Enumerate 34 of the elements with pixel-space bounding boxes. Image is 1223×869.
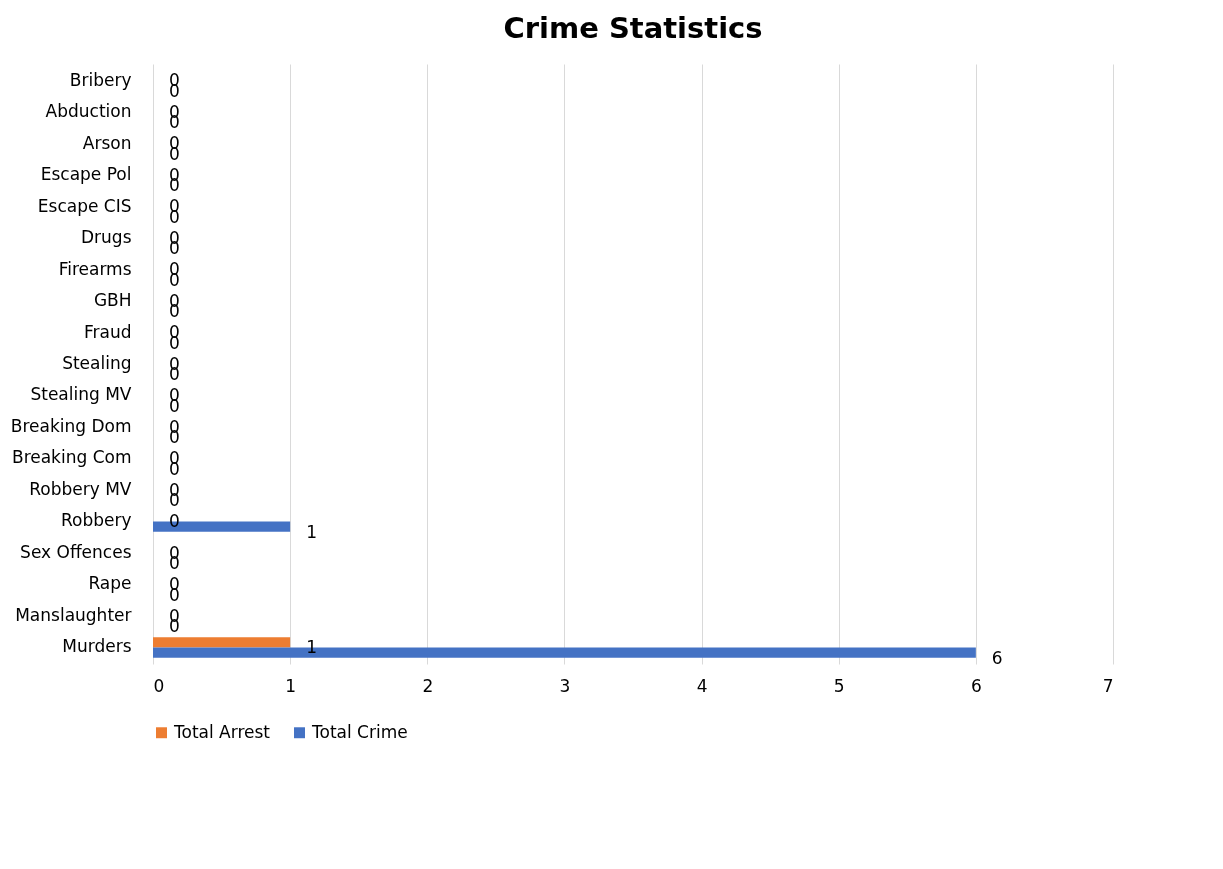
y-tick-label: Escape CIS <box>37 195 132 216</box>
y-tick-label: Firearms <box>58 258 132 279</box>
x-tick-label: 6 <box>970 675 982 696</box>
legend-label: Total Crime <box>311 721 408 742</box>
y-tick-label: Drugs <box>80 227 132 248</box>
y-tick-label: Bribery <box>69 69 132 90</box>
data-label: 0 <box>169 511 180 532</box>
y-tick-label: Murders <box>62 636 132 657</box>
y-tick-label: Abduction <box>45 101 132 122</box>
x-tick-label: 1 <box>285 675 297 696</box>
y-tick-label: Sex Offences <box>20 541 132 562</box>
y-tick-label: Stealing <box>62 353 132 373</box>
chart-title: Crime Statistics <box>503 11 763 45</box>
x-tick-label: 5 <box>833 675 845 696</box>
y-tick-label: Rape <box>88 573 132 594</box>
y-tick-label: Stealing MV <box>30 384 132 405</box>
x-tick-label: 0 <box>153 675 165 696</box>
y-tick-label: Manslaughter <box>15 604 132 625</box>
data-label: 6 <box>991 647 1003 668</box>
x-tick-label: 7 <box>1102 675 1114 696</box>
x-tick-label: 3 <box>559 675 571 696</box>
x-tick-label: 4 <box>696 675 708 696</box>
x-tick-label: 2 <box>422 675 434 696</box>
y-tick-label: Breaking Com <box>11 447 132 468</box>
y-tick-label: Robbery <box>60 510 132 531</box>
y-tick-label: Breaking Dom <box>10 415 132 436</box>
y-tick-label: Arson <box>82 132 132 153</box>
y-tick-label: GBH <box>93 290 132 311</box>
y-tick-label: Escape Pol <box>40 164 132 185</box>
y-tick-label: Fraud <box>83 321 132 342</box>
data-label: 1 <box>306 521 317 542</box>
legend-label: Total Arrest <box>173 721 271 742</box>
y-tick-label: Robbery MV <box>29 478 132 499</box>
data-label: 1 <box>306 637 317 658</box>
